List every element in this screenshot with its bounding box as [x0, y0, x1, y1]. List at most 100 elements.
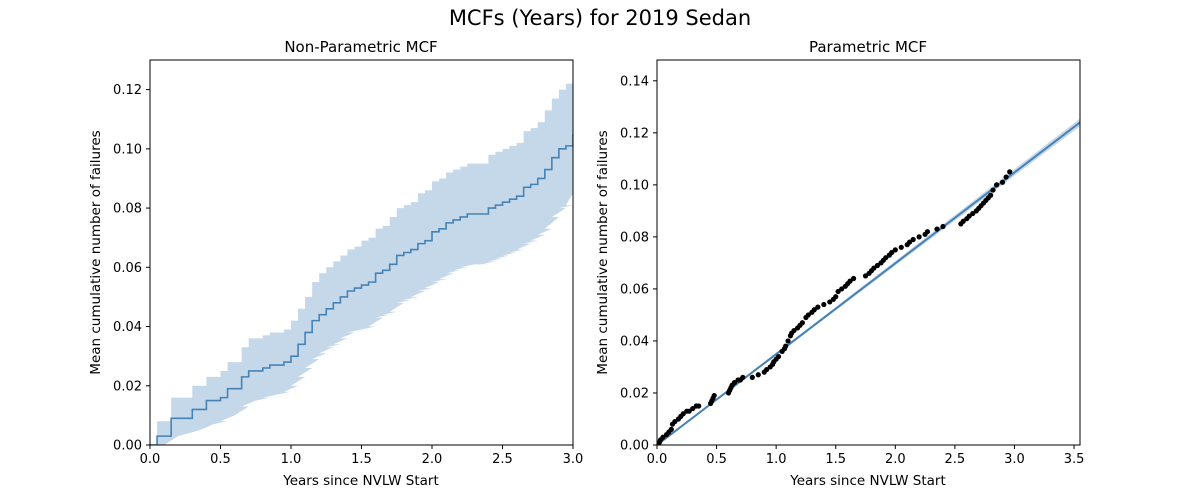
y-tick-label: 0.06	[620, 282, 649, 297]
x-axis-label: Years since NVLW Start	[282, 473, 439, 489]
x-tick-label: 2.5	[945, 452, 966, 467]
data-point	[775, 353, 782, 360]
y-tick-label: 0.02	[620, 386, 649, 401]
y-tick-label: 0.12	[113, 83, 142, 98]
x-tick-label: 3.0	[563, 452, 584, 467]
data-point	[871, 265, 877, 271]
plot-area	[150, 74, 573, 445]
x-tick-label: 1.5	[825, 452, 846, 467]
data-point	[990, 187, 996, 193]
data-point	[889, 249, 895, 256]
x-axis-label: Years since NVLW Start	[789, 473, 946, 489]
data-point	[892, 247, 898, 253]
plot-clip	[150, 74, 573, 445]
data-point	[783, 343, 789, 349]
data-point	[835, 288, 841, 295]
plot-area	[657, 118, 1080, 445]
data-point	[696, 403, 702, 409]
figure-title: MCFs (Years) for 2019 Sedan	[449, 6, 751, 30]
panel-title: Non-Parametric MCF	[284, 38, 437, 56]
data-point	[934, 226, 940, 232]
data-point	[999, 179, 1006, 185]
data-point	[805, 312, 811, 318]
data-point	[668, 426, 674, 432]
data-point	[910, 236, 916, 243]
mcf-step-line	[150, 134, 573, 445]
y-tick-label: 0.04	[620, 334, 649, 349]
y-tick-label: 0.10	[620, 178, 649, 193]
y-tick-label: 0.12	[620, 126, 649, 141]
y-axis-label: Mean cumulative number of failures	[595, 130, 611, 374]
y-tick-label: 0.10	[113, 142, 142, 157]
data-point	[785, 338, 791, 344]
y-tick-label: 0.00	[113, 439, 142, 454]
parametric-mcf-panel: Parametric MCF 0.0 0.5 1.0 1.5 2.0 2.5 3.0 3.50…	[595, 38, 1084, 489]
data-point	[731, 379, 738, 386]
data-point	[851, 275, 857, 282]
axis-ticks: 0.0 0.5 1.0 1.5 2.0 2.5 3.0 3.5 0.00 0.02 0.04 0.06…	[620, 74, 1084, 467]
x-tick-label: 0.0	[140, 452, 161, 467]
data-point	[898, 244, 904, 250]
data-point	[993, 182, 1000, 188]
x-tick-label: 0.5	[706, 452, 727, 467]
data-point	[1003, 174, 1009, 180]
data-point	[799, 320, 805, 326]
data-point	[988, 192, 994, 198]
data-point	[811, 307, 817, 313]
data-point	[690, 405, 696, 412]
x-tick-label: 2.0	[422, 452, 443, 467]
data-point	[874, 262, 881, 269]
data-point	[791, 327, 797, 334]
data-point	[907, 239, 913, 245]
data-point	[833, 294, 839, 300]
y-axis-label: Mean cumulative number of failures	[88, 130, 104, 374]
data-point	[740, 374, 746, 380]
data-point	[755, 372, 761, 378]
data-point	[821, 301, 827, 308]
data-point	[672, 418, 678, 425]
y-tick-label: 0.08	[113, 202, 142, 217]
data-point	[1007, 169, 1013, 175]
data-point	[970, 210, 976, 217]
data-point	[966, 213, 972, 219]
data-point	[883, 255, 889, 261]
x-tick-label: 1.0	[281, 452, 302, 467]
x-tick-label: 2.0	[885, 452, 906, 467]
confidence-band	[150, 74, 573, 445]
data-point	[686, 408, 692, 414]
data-point	[749, 374, 755, 380]
axis-ticks: 0.0 0.5 1.0 1.5 2.0 2.5 3.0 0.00 0.02 0.04 0.06 0.0…	[113, 83, 583, 467]
data-point	[847, 278, 853, 284]
data-point	[862, 273, 869, 279]
plot-clip	[657, 118, 1080, 445]
panel-title: Parametric MCF	[809, 38, 927, 56]
x-tick-label: 0.0	[647, 452, 668, 467]
data-point	[660, 434, 666, 440]
x-tick-label: 1.5	[351, 452, 372, 467]
y-tick-label: 0.06	[113, 261, 142, 276]
x-tick-label: 2.5	[492, 452, 513, 467]
data-point	[764, 366, 770, 373]
x-tick-label: 0.5	[210, 452, 231, 467]
x-tick-label: 3.5	[1064, 452, 1085, 467]
y-tick-label: 0.00	[620, 439, 649, 454]
x-tick-label: 1.0	[766, 452, 787, 467]
axes-frame	[656, 59, 1081, 446]
data-point	[924, 229, 931, 235]
data-point	[711, 392, 717, 399]
data-point	[827, 299, 833, 305]
data-point	[839, 286, 845, 292]
data-point	[916, 234, 922, 240]
y-tick-label: 0.08	[620, 230, 649, 245]
y-tick-label: 0.14	[620, 74, 649, 89]
x-tick-label: 3.0	[1004, 452, 1025, 467]
fitted-mcf-line	[657, 121, 1080, 445]
non-parametric-mcf-panel: Non-Parametric MCF 0.0 0.5 1.0 1.5 2.0 2.5 3.0…	[88, 38, 583, 489]
y-tick-label: 0.04	[113, 320, 142, 335]
data-point	[680, 411, 686, 417]
data-point	[815, 304, 821, 310]
data-point	[940, 223, 946, 230]
data-point	[960, 218, 966, 224]
y-tick-label: 0.02	[113, 379, 142, 394]
